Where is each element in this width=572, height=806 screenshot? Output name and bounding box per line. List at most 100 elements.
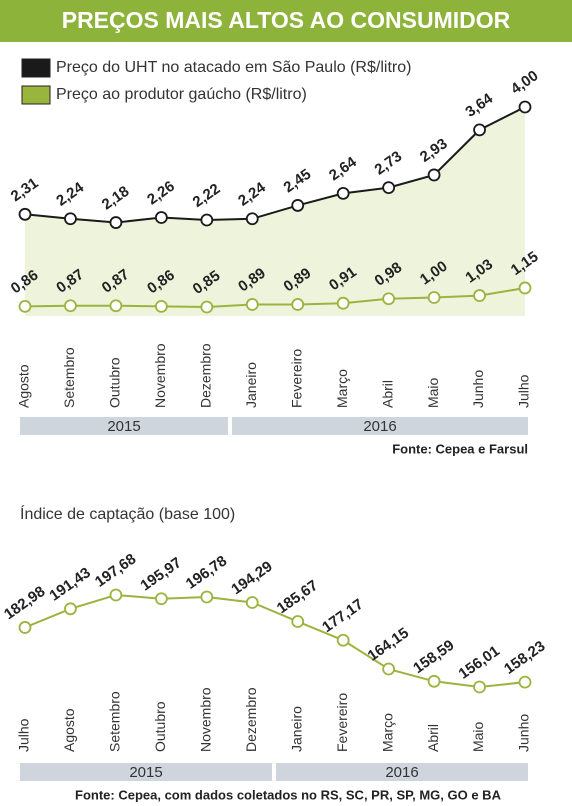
- value-label: 2,22: [190, 180, 224, 211]
- year-label: 2015: [107, 418, 140, 435]
- value-label: 2,26: [144, 178, 178, 209]
- x-tick-label: Janeiro: [288, 706, 304, 752]
- point: [336, 633, 350, 647]
- x-tick-label: Abril: [425, 724, 441, 752]
- point: [427, 291, 441, 304]
- x-tick-label: Outubro: [152, 701, 168, 752]
- value-label: 2,73: [371, 148, 405, 179]
- value-label: 191,43: [46, 564, 93, 604]
- point: [154, 592, 168, 606]
- value-label: 2,45: [281, 166, 315, 197]
- series-line: [24, 593, 526, 689]
- value-label: 2,24: [53, 179, 87, 210]
- x-tick-label: Agosto: [61, 708, 77, 752]
- point: [245, 212, 259, 226]
- point: [18, 621, 32, 634]
- point: [200, 213, 214, 227]
- x-tick-label: Agosto: [16, 364, 32, 408]
- point: [518, 675, 532, 689]
- point: [109, 216, 123, 229]
- x-tick-label: Fevereiro: [334, 693, 350, 752]
- point: [427, 674, 441, 688]
- point: [64, 212, 77, 226]
- x-tick-label: Junho: [516, 714, 532, 752]
- point: [291, 298, 305, 311]
- x-tick-label: Julho: [516, 374, 532, 408]
- x-tick-label: Maio: [470, 721, 486, 752]
- x-tick-label: Dezembro: [198, 343, 214, 408]
- x-tick-label: Novembro: [152, 343, 168, 408]
- x-tick-label: Dezembro: [243, 687, 259, 752]
- year-label: 2016: [363, 418, 396, 435]
- year-band: [276, 763, 528, 781]
- point: [382, 181, 396, 195]
- legend-label: Preço ao produtor gaúcho (R$/litro): [56, 86, 307, 103]
- point: [64, 602, 77, 616]
- series-line: [24, 106, 526, 224]
- x-tick-label: Maio: [425, 377, 441, 408]
- x-tick-label: Fevereiro: [288, 349, 304, 408]
- year-band: [232, 417, 528, 435]
- point: [518, 281, 532, 295]
- point: [291, 199, 305, 212]
- year-band: [20, 763, 272, 781]
- legend-swatch: [21, 85, 51, 105]
- series-line: [24, 286, 526, 309]
- point: [336, 186, 350, 200]
- value-label: 196,78: [183, 552, 230, 592]
- x-tick-label: Setembro: [107, 691, 123, 752]
- point: [109, 588, 123, 602]
- x-tick-label: Abril: [379, 380, 395, 408]
- point: [291, 615, 305, 628]
- chart-title: PREÇOS MAIS ALTOS AO CONSUMIDOR: [62, 7, 511, 33]
- point: [473, 289, 486, 302]
- point: [245, 298, 259, 311]
- point: [473, 680, 486, 694]
- value-label: 182,98: [1, 583, 48, 623]
- year-label: 2015: [129, 764, 162, 781]
- point: [18, 207, 32, 221]
- chart-title: Índice de captação (base 100): [20, 504, 235, 523]
- point: [382, 662, 396, 676]
- value-label: 158,59: [410, 637, 457, 677]
- x-tick-label: Março: [379, 713, 395, 752]
- source: Fonte: Cepea e Farsul: [392, 441, 528, 456]
- point: [200, 300, 214, 314]
- x-tick-label: Janeiro: [243, 362, 259, 408]
- year-label: 2016: [385, 764, 418, 781]
- point: [154, 299, 168, 313]
- value-label: 195,97: [137, 554, 184, 594]
- point: [64, 299, 77, 313]
- legend-swatch: [21, 58, 51, 78]
- value-label: 2,31: [8, 175, 42, 206]
- value-label: 2,18: [99, 183, 133, 214]
- value-label: 197,68: [92, 550, 139, 590]
- value-label: 177,17: [319, 596, 366, 636]
- value-label: 194,29: [228, 558, 275, 598]
- point: [427, 168, 441, 182]
- value-label: 4,00: [508, 67, 542, 98]
- point: [382, 292, 396, 306]
- x-tick-label: Outubro: [107, 357, 123, 408]
- point: [245, 596, 259, 609]
- point: [473, 123, 486, 137]
- x-tick-label: Novembro: [198, 687, 214, 752]
- value-label: 185,67: [274, 577, 321, 617]
- x-tick-label: Março: [334, 369, 350, 408]
- year-band: [20, 417, 228, 435]
- value-label: 158,23: [501, 638, 548, 678]
- value-label: 2,93: [417, 135, 451, 166]
- point: [154, 211, 168, 224]
- value-label: 156,01: [456, 642, 503, 682]
- point: [336, 296, 350, 310]
- point: [18, 299, 32, 313]
- point: [200, 590, 214, 604]
- value-label: 164,15: [365, 624, 412, 664]
- legend-label: Preço do UHT no atacado em São Paulo (R$…: [56, 59, 411, 76]
- title-banner: [0, 0, 572, 42]
- value-label: 2,24: [235, 179, 269, 210]
- x-tick-label: Setembro: [61, 347, 77, 408]
- x-tick-label: Julho: [16, 718, 32, 752]
